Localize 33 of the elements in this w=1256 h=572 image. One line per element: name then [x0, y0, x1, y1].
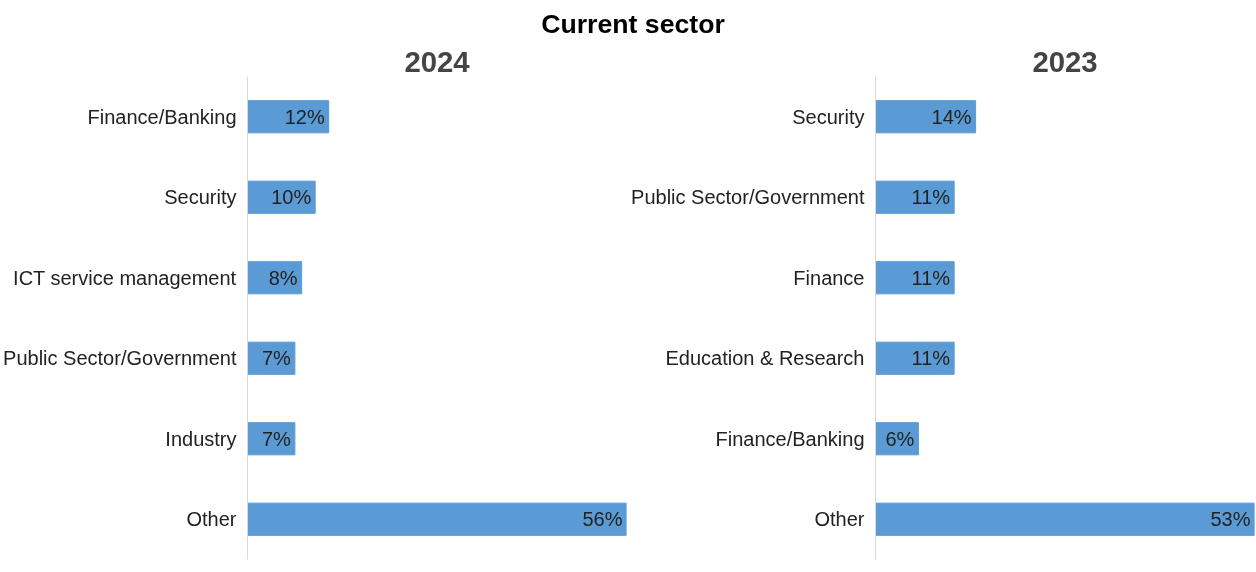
data-label: 53%	[1210, 508, 1251, 531]
y-tick-label: Security	[164, 186, 237, 209]
data-label: 12%	[284, 105, 325, 128]
bar	[875, 502, 1255, 536]
data-label: 8%	[268, 266, 298, 289]
data-label: 11%	[911, 347, 951, 370]
y-tick-label: Finance/Banking	[715, 427, 865, 450]
y-tick-label: Industry	[165, 427, 237, 450]
chart-title: 2024	[404, 44, 471, 78]
data-label: 11%	[911, 266, 951, 289]
bar	[247, 502, 627, 536]
y-tick-label: Public Sector/Government	[631, 186, 865, 209]
text: Current sector	[541, 8, 725, 41]
data-label: 10%	[271, 186, 312, 209]
data-label: 6%	[885, 427, 915, 450]
data-label: 7%	[261, 347, 292, 370]
bar	[875, 100, 977, 134]
chart-title: 2023	[1032, 44, 1098, 78]
bar	[247, 422, 296, 456]
data-label: 56%	[582, 508, 623, 531]
y-tick-label: Finance	[793, 266, 865, 289]
data-label: 7%	[261, 427, 292, 450]
y-tick-label: Education & Research	[665, 347, 865, 370]
y-tick-label: Other	[814, 508, 865, 531]
bar	[247, 100, 330, 134]
bar	[875, 261, 955, 295]
y-tick-label: Security	[792, 105, 865, 128]
y-tick-label: Public Sector/Government	[3, 347, 237, 370]
y-tick-label: ICT service management	[13, 266, 237, 289]
data-label: 11%	[911, 186, 951, 209]
y-tick-label: Finance/Banking	[87, 105, 237, 128]
data-label: 14%	[931, 105, 972, 128]
y-tick-label: Other	[186, 508, 237, 531]
